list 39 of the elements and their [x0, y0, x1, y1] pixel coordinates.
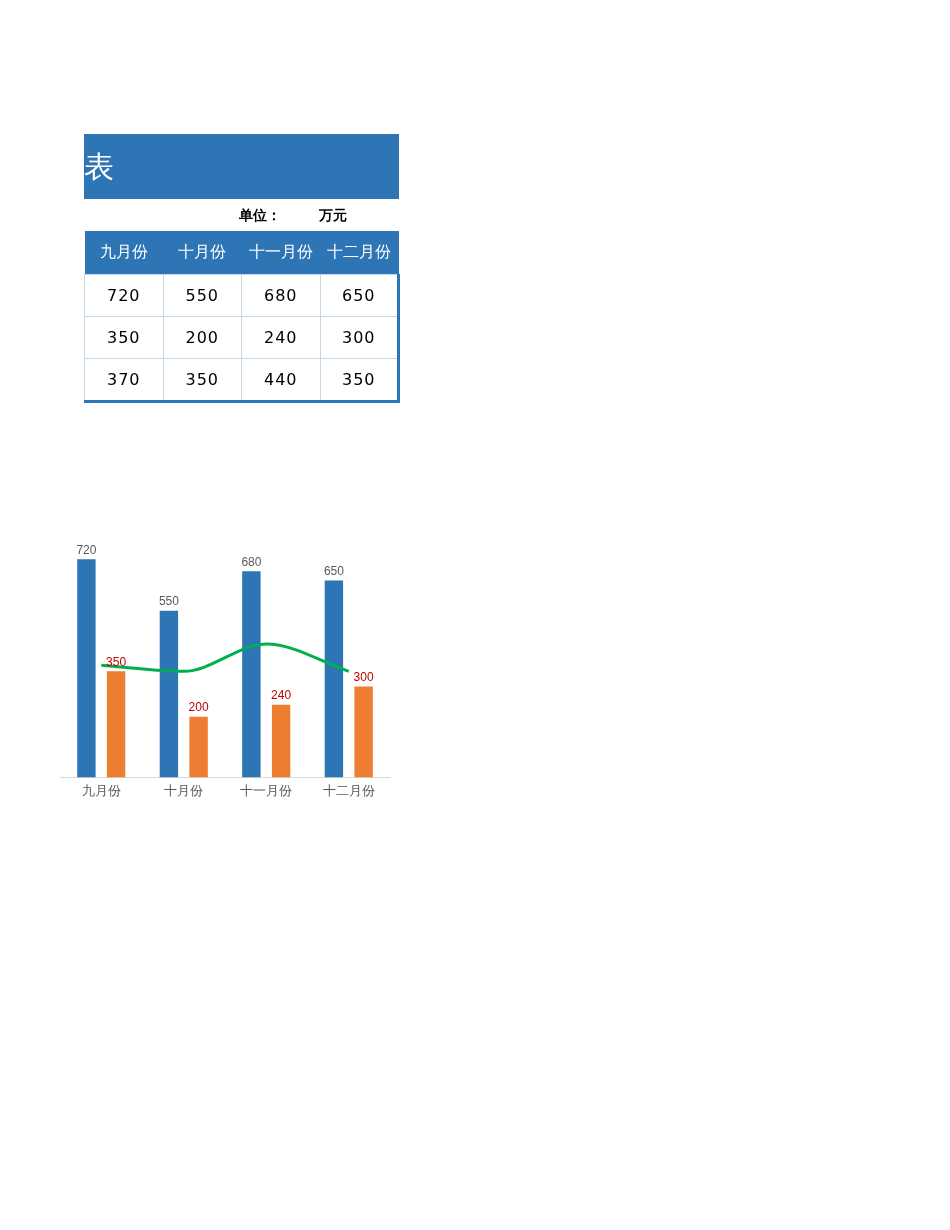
data-label: 680 — [241, 274, 320, 317]
data-label: 240 — [241, 316, 320, 359]
annotation: 650 — [323, 563, 345, 578]
x-tick-label: 十月份 — [164, 782, 204, 798]
text: 720 — [76, 542, 97, 557]
bar — [189, 716, 208, 778]
annotation: 240 — [271, 687, 292, 702]
bar — [354, 686, 373, 778]
data-label: 650 — [320, 274, 399, 317]
x-tick-label: 九月份 — [81, 782, 121, 798]
annotation: 200 — [188, 700, 209, 715]
category-label: 十二月份 — [327, 242, 392, 261]
annotation: 350 — [106, 654, 127, 669]
data-label: 440 — [241, 358, 320, 402]
text: 万元 — [319, 207, 347, 225]
bar — [271, 704, 291, 778]
data-label: 350 — [163, 358, 242, 402]
data-label: 720 — [84, 274, 163, 317]
bar — [106, 671, 126, 778]
text: 单位： — [239, 207, 281, 225]
bar — [242, 571, 261, 778]
data-label: 200 — [163, 316, 242, 359]
category-label: 九月份 — [99, 242, 148, 261]
x-tick-label: 十一月份 — [240, 782, 293, 798]
bar — [77, 559, 96, 778]
annotation: 300 — [353, 669, 374, 684]
data-label: 550 — [163, 274, 242, 317]
x-tick-label: 十二月份 — [322, 782, 375, 798]
data-label: 370 — [84, 358, 163, 402]
data-label: 350 — [84, 316, 163, 359]
bar — [159, 610, 179, 778]
annotation: 680 — [241, 554, 262, 569]
data-label: 300 — [320, 316, 399, 359]
data-label: 350 — [320, 358, 399, 402]
category-label: 十一月份 — [248, 242, 313, 261]
category-label: 十月份 — [178, 242, 227, 261]
chart-title: 表 — [84, 134, 399, 199]
bar — [324, 580, 344, 778]
annotation: 550 — [158, 594, 180, 609]
